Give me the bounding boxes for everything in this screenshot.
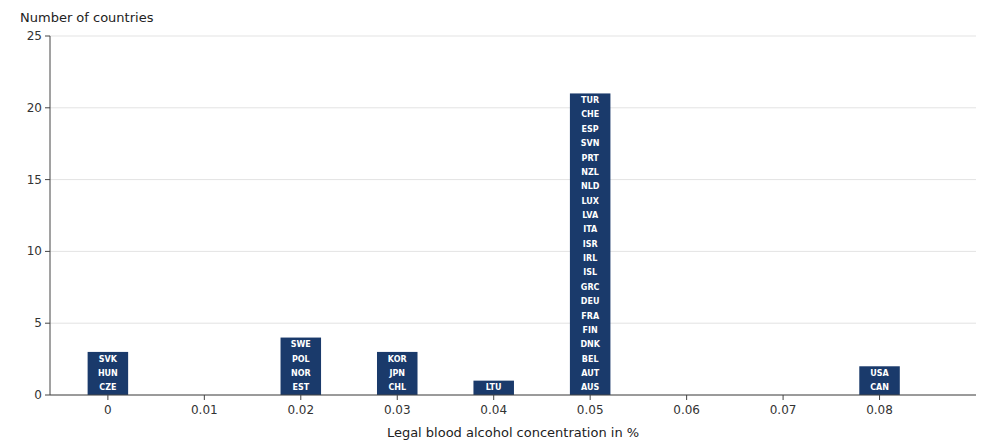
country-label: CAN xyxy=(870,383,889,392)
x-tick-label: 0.03 xyxy=(384,403,411,417)
y-tick xyxy=(45,395,50,396)
bar xyxy=(88,352,129,395)
country-label: POL xyxy=(292,355,310,364)
bar xyxy=(281,338,322,395)
country-label: CHL xyxy=(388,383,406,392)
x-tick xyxy=(879,395,880,400)
y-tick xyxy=(45,36,50,37)
chart-container: SVK HUN CZE SWE POL NOR EST KOR JPN CHL LTU TUR CHE E… xyxy=(0,0,1000,447)
country-label: ISL xyxy=(583,268,597,277)
country-label: ITA xyxy=(583,225,598,234)
country-label: NOR xyxy=(291,369,311,378)
country-label: DNK xyxy=(580,340,600,349)
country-label: SWE xyxy=(291,340,311,349)
country-label: TUR xyxy=(581,96,599,105)
country-label: SVN xyxy=(581,139,600,148)
y-tick xyxy=(45,107,50,108)
country-label: CHE xyxy=(581,110,599,119)
y-tick-label: 25 xyxy=(27,29,42,43)
country-label: EST xyxy=(292,383,309,392)
x-tick xyxy=(686,395,687,400)
grid-line xyxy=(50,179,976,180)
bar xyxy=(377,352,418,395)
grid-line xyxy=(50,251,976,252)
y-tick-label: 0 xyxy=(34,388,42,402)
country-label: NLD xyxy=(581,182,600,191)
grid-line xyxy=(50,323,976,324)
x-axis-label: Legal blood alcohol concentration in % xyxy=(387,425,639,440)
bar-labels: SVK HUN CZE SWE POL NOR EST KOR JPN CHL LTU TUR CHE E… xyxy=(98,96,890,392)
grid-line xyxy=(50,395,976,396)
x-tick-label: 0.05 xyxy=(577,403,604,417)
country-label: LVA xyxy=(582,211,599,220)
grid xyxy=(50,36,976,395)
x-tick-label: 0.01 xyxy=(191,403,218,417)
country-label: FRA xyxy=(581,312,600,321)
country-label: ESP xyxy=(582,125,599,134)
y-tick xyxy=(45,251,50,252)
country-label: AUS xyxy=(581,383,599,392)
x-axis-line xyxy=(50,395,976,396)
grid-line xyxy=(50,107,976,108)
country-label: USA xyxy=(870,369,889,378)
country-label: IRL xyxy=(583,254,597,263)
y-tick-label: 10 xyxy=(27,244,42,258)
bars xyxy=(88,93,900,395)
country-label: BEL xyxy=(582,355,599,364)
country-label: FIN xyxy=(583,326,598,335)
country-label: AUT xyxy=(581,369,599,378)
y-tick-label: 20 xyxy=(27,101,42,115)
bar xyxy=(473,381,514,395)
bar xyxy=(570,93,611,395)
country-label: HUN xyxy=(98,369,118,378)
y-axis-label: Number of countries xyxy=(20,10,154,25)
grid-line xyxy=(50,36,976,37)
axes: 0 0.01 0.02 0.03 0.04 0.05 0.06 0.07 0.08 0 5 10 15 2… xyxy=(27,29,976,417)
x-tick-label: 0.06 xyxy=(673,403,700,417)
country-label: ISR xyxy=(583,240,598,249)
country-label: CZE xyxy=(99,383,116,392)
y-tick xyxy=(45,323,50,324)
x-tick xyxy=(493,395,494,400)
y-tick-label: 5 xyxy=(34,316,42,330)
x-tick xyxy=(590,395,591,400)
country-label: GRC xyxy=(581,283,600,292)
country-label: DEU xyxy=(581,297,600,306)
x-tick-label: 0 xyxy=(104,403,112,417)
country-label: LTU xyxy=(486,383,502,392)
y-tick xyxy=(45,179,50,180)
country-label: KOR xyxy=(388,355,407,364)
x-tick xyxy=(300,395,301,400)
y-axis-line xyxy=(50,36,51,395)
chart: SVK HUN CZE SWE POL NOR EST KOR JPN CHL LTU TUR CHE E… xyxy=(0,0,1000,447)
y-tick-label: 15 xyxy=(27,173,42,187)
bar xyxy=(859,366,900,395)
country-label: JPN xyxy=(388,369,405,378)
x-tick xyxy=(107,395,108,400)
country-label: PRT xyxy=(582,154,600,163)
x-tick xyxy=(397,395,398,400)
country-label: SVK xyxy=(99,355,118,364)
country-label: NZL xyxy=(581,168,599,177)
x-tick-label: 0.02 xyxy=(287,403,314,417)
x-tick-label: 0.07 xyxy=(770,403,797,417)
x-tick xyxy=(204,395,205,400)
x-tick-label: 0.04 xyxy=(480,403,507,417)
country-label: LUX xyxy=(581,197,599,206)
x-tick xyxy=(783,395,784,400)
x-tick-label: 0.08 xyxy=(866,403,893,417)
